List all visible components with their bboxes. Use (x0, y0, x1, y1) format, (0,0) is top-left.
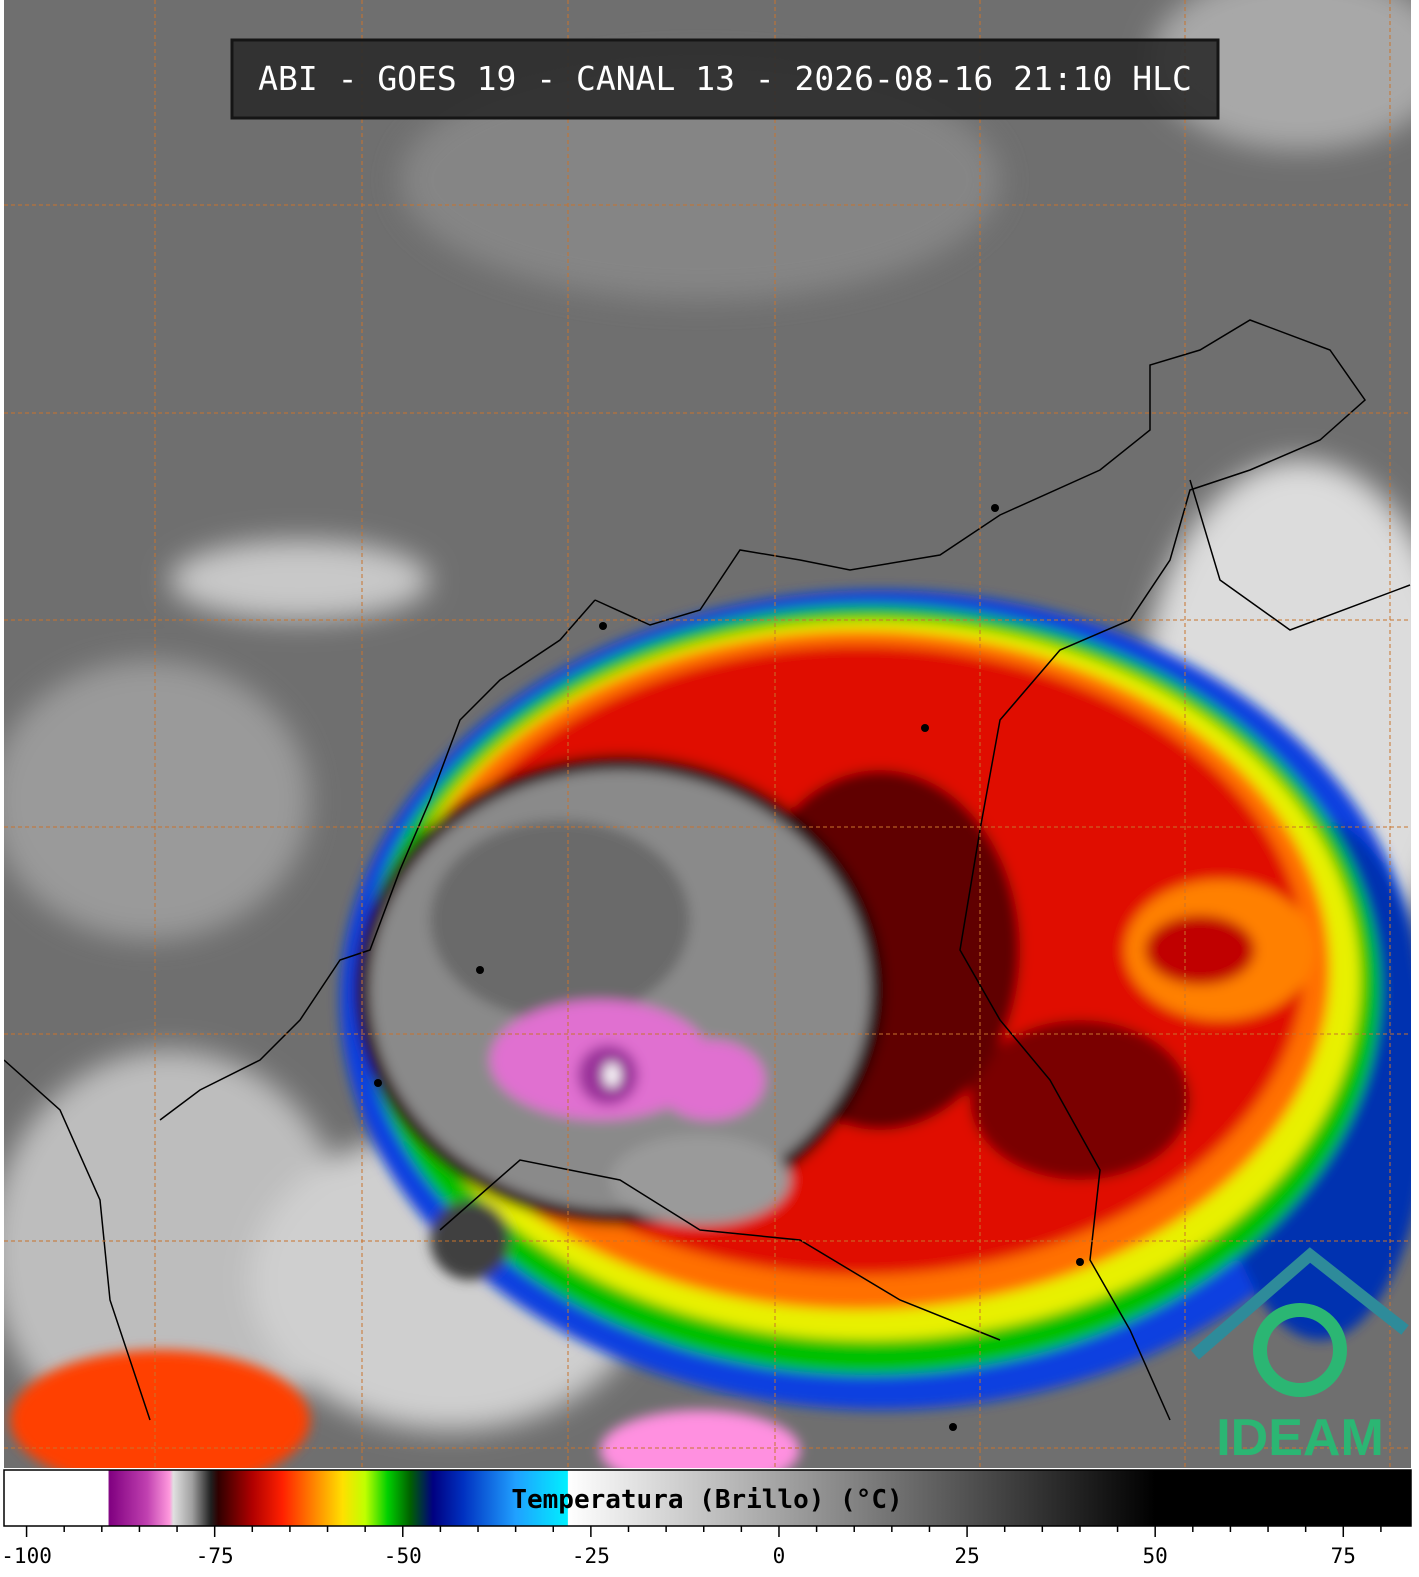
logo-roof (1191, 1247, 1409, 1360)
tick-label: -25 (572, 1544, 610, 1568)
storm (10, 590, 1411, 1468)
tick-label: -75 (196, 1544, 234, 1568)
colorbar (3, 1469, 1412, 1527)
title: ABI - GOES 19 - CANAL 13 - 2026-08-16 21… (258, 59, 1192, 98)
tick-label: 50 (1143, 1544, 1168, 1568)
tick-label: 25 (954, 1544, 979, 1568)
colorbar-label: Temperatura (Brillo) (°C) (511, 1485, 902, 1515)
tick-label: -50 (384, 1544, 422, 1568)
tick-label: -100 (1, 1544, 52, 1568)
city-markers (374, 504, 1084, 1431)
logo: IDEAM (1191, 1247, 1409, 1467)
logo-text: IDEAM (1216, 1409, 1384, 1467)
coastlines (4, 319, 1411, 1421)
grid (4, 0, 1411, 1468)
tick-label: 75 (1331, 1544, 1356, 1568)
title-box (230, 38, 1220, 120)
tick-label: 0 (773, 1544, 786, 1568)
map: IDEAM (4, 0, 1411, 1468)
logo-swirl (1253, 1303, 1347, 1397)
